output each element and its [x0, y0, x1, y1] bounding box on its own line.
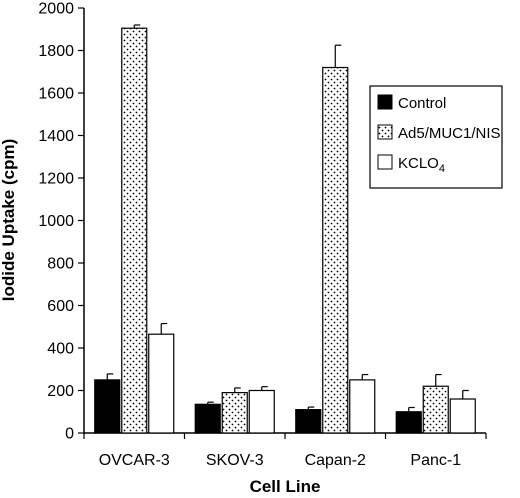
bar [422, 385, 449, 434]
bar [121, 27, 148, 434]
legend-swatch-kclo4 [377, 154, 393, 170]
y-tick-label: 1000 [38, 213, 74, 230]
bar [148, 333, 175, 434]
error-bars [106, 24, 469, 412]
y-tick-label: 1400 [38, 128, 74, 145]
bar [295, 409, 322, 434]
bar [94, 379, 121, 434]
bar [449, 398, 476, 434]
x-ticks: OVCAR-3 SKOV-3 Capan-2 Panc-1 [83, 433, 487, 469]
y-tick-label: 1800 [38, 43, 74, 60]
legend-label-control: Control [398, 95, 446, 112]
legend-swatch-ad5 [377, 124, 393, 140]
legend: Control Ad5/MUC1/NIS KCLO4 [369, 85, 503, 189]
x-tick-label: Panc-1 [410, 452, 461, 469]
bar [248, 389, 275, 434]
bar [221, 392, 248, 434]
y-tick-label: 0 [65, 426, 74, 443]
legend-label-kclo4: KCLO4 [398, 155, 445, 175]
y-tick-label: 400 [47, 341, 74, 358]
x-tick-label: SKOV-3 [206, 452, 264, 469]
y-ticks: 0 200 400 600 800 1000 1200 1400 1600 1800 2000 [38, 1, 84, 443]
x-axis-title: Cell Line [250, 477, 321, 496]
bar [194, 403, 221, 434]
y-tick-label: 1600 [38, 86, 74, 103]
x-tick-label: OVCAR-3 [99, 452, 170, 469]
x-tick-label: Capan-2 [305, 452, 366, 469]
bar [349, 379, 376, 434]
y-tick-label: 800 [47, 256, 74, 273]
y-tick-label: 1200 [38, 171, 74, 188]
y-tick-label: 600 [47, 298, 74, 315]
bar [395, 411, 422, 434]
y-tick-label: 200 [47, 383, 74, 400]
y-tick-label: 2000 [38, 1, 74, 18]
legend-label-ad5: Ad5/MUC1/NIS [398, 125, 501, 142]
legend-swatch-control [377, 94, 393, 110]
bar [322, 66, 349, 434]
y-axis-title: Iodide Uptake (cpm) [0, 139, 18, 301]
bars [94, 27, 476, 434]
